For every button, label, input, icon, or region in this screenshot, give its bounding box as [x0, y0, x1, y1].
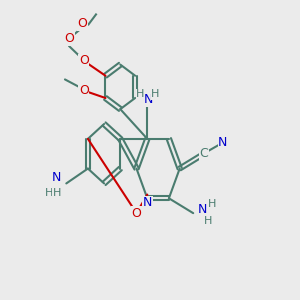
Text: H: H [53, 188, 61, 198]
Text: O: O [64, 32, 74, 45]
Text: H: H [151, 89, 160, 99]
Text: H: H [204, 216, 212, 226]
Text: H: H [136, 89, 145, 99]
Text: C: C [200, 147, 208, 160]
Text: N: N [144, 93, 153, 106]
Text: H: H [45, 188, 53, 198]
Text: H: H [208, 199, 216, 209]
Text: O: O [79, 54, 89, 68]
Text: N: N [198, 203, 207, 216]
Text: O: O [132, 207, 141, 220]
Text: N: N [218, 136, 228, 149]
Text: O: O [79, 84, 89, 97]
Text: O: O [78, 17, 87, 30]
Text: N: N [52, 171, 62, 184]
Text: N: N [142, 196, 152, 209]
